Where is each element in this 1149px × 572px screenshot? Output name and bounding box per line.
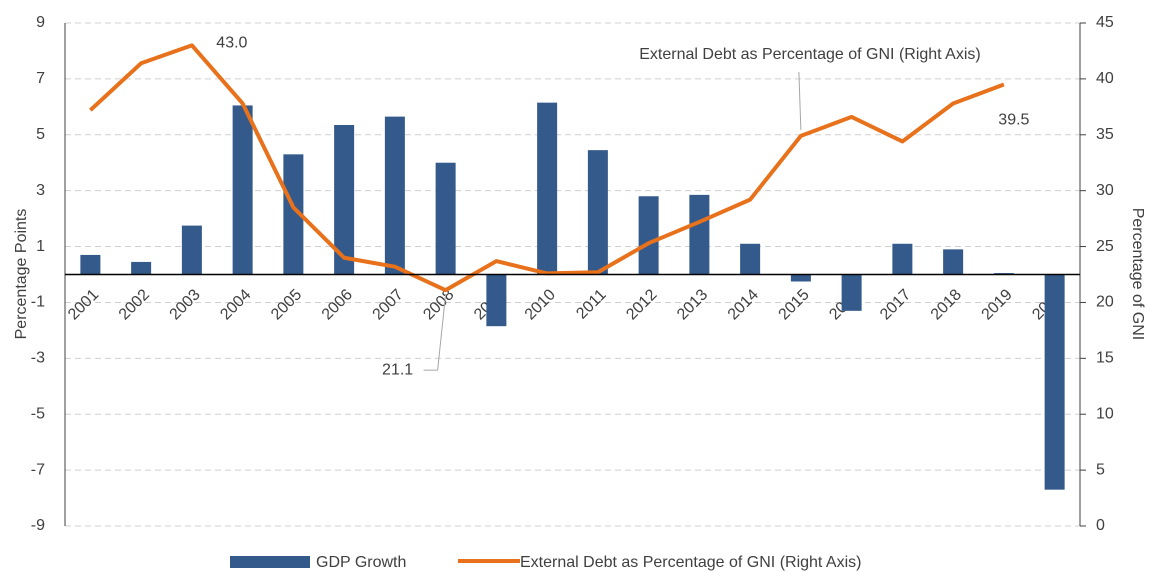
x-tick-label: 2014	[725, 286, 762, 323]
bar	[841, 274, 862, 311]
leader-line	[437, 294, 447, 371]
bar	[131, 261, 152, 275]
y2-tick-label: 35	[1096, 126, 1114, 143]
line	[89, 43, 1005, 293]
data-label: 21.1	[382, 361, 413, 378]
data-label: 43.0	[216, 35, 247, 52]
x-tick-label: 2002	[116, 286, 153, 323]
bar	[80, 254, 101, 275]
y-tick-label: 5	[36, 126, 45, 143]
x-tick-label: 2018	[928, 286, 965, 323]
legend-label: External Debt as Percentage of GNI (Righ…	[520, 554, 861, 571]
bar	[689, 194, 710, 275]
y-tick-label: 9	[36, 14, 45, 31]
bar	[334, 124, 355, 275]
x-tick-label: 2008	[420, 286, 457, 323]
bar	[384, 116, 405, 275]
y-axis-title: Percentage Points	[13, 209, 30, 340]
bar	[181, 225, 202, 275]
bar	[790, 274, 811, 282]
legend-label: GDP Growth	[316, 554, 406, 571]
y2-axis-title: Percentage of GNI	[1129, 208, 1146, 341]
bar	[892, 243, 913, 275]
y2-tick-label: 45	[1096, 14, 1114, 31]
y2-tick-label: 15	[1096, 350, 1114, 367]
y-tick-label: -5	[31, 405, 45, 422]
x-tick-label: 2007	[369, 286, 406, 323]
bar	[435, 162, 456, 275]
callout-line	[798, 71, 802, 130]
bar	[943, 249, 964, 275]
x-tick-label: 2019	[978, 286, 1015, 323]
bar	[486, 274, 507, 327]
x-tick-label: 2004	[217, 286, 254, 323]
bar	[1044, 274, 1065, 490]
y-tick-label: -9	[31, 517, 45, 534]
bar	[232, 105, 253, 275]
y2-tick-label: 40	[1096, 70, 1114, 87]
annotation: External Debt as Percentage of GNI (Righ…	[639, 46, 980, 63]
bar	[283, 154, 304, 275]
y-tick-label: 3	[36, 182, 45, 199]
y2-tick-label: 30	[1096, 182, 1114, 199]
x-tick-label: 2001	[65, 286, 102, 323]
x-tick-label: 2012	[623, 286, 660, 323]
y2-tick-label: 10	[1096, 405, 1114, 422]
x-tick-label: 2010	[522, 286, 559, 323]
bar	[740, 243, 761, 275]
bar	[587, 150, 608, 275]
y-tick-label: -1	[31, 294, 45, 311]
y2-tick-label: 0	[1096, 517, 1105, 534]
x-tick-label: 2017	[877, 286, 914, 323]
x-tick-label: 2006	[319, 286, 356, 323]
x-tick-label: 2013	[674, 286, 711, 323]
bar	[537, 102, 558, 275]
y-tick-label: 1	[36, 238, 45, 255]
x-tick-label: 2003	[166, 286, 203, 323]
data-label: 39.5	[998, 112, 1029, 129]
y-tick-label: -3	[31, 350, 45, 367]
y-tick-label: -7	[31, 461, 45, 478]
bar	[638, 196, 659, 275]
y2-tick-label: 20	[1096, 294, 1114, 311]
y2-tick-label: 25	[1096, 238, 1114, 255]
x-tick-label: 2015	[775, 286, 812, 323]
legend-swatch	[230, 556, 310, 568]
x-tick-label: 2011	[573, 286, 609, 322]
y-tick-label: 7	[36, 70, 45, 87]
y2-tick-label: 5	[1096, 461, 1105, 478]
x-tick-label: 2005	[268, 286, 305, 323]
